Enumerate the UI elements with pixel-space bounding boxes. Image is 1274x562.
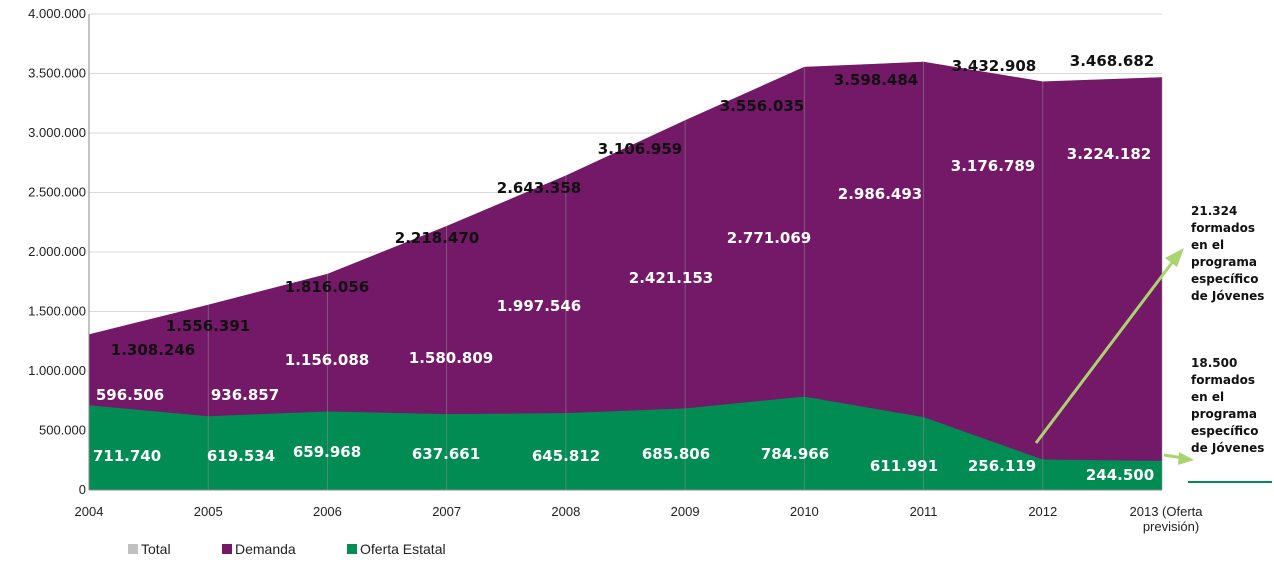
y-tick-label: 2.500.000 xyxy=(28,185,86,200)
x-tick-label: 2004 xyxy=(75,504,104,519)
data-label-demanda: 3.224.182 xyxy=(1067,145,1151,163)
data-label-total: 2.218.470 xyxy=(395,229,479,247)
y-tick-label: 1.500.000 xyxy=(28,304,86,319)
x-tick-label: 2006 xyxy=(313,504,342,519)
data-label-demanda: 1.580.809 xyxy=(409,349,493,367)
legend-swatch-demanda xyxy=(222,544,232,554)
data-label-oferta-estatal: 637.661 xyxy=(412,445,480,463)
annotation-arrow xyxy=(1034,259,1176,444)
annotation-text: programa xyxy=(1191,407,1257,421)
y-tick-label: 1.000.000 xyxy=(28,363,86,378)
arrowhead xyxy=(1178,452,1194,465)
data-label-total: 2.643.358 xyxy=(497,179,581,197)
data-label-total: 1.556.391 xyxy=(166,317,250,335)
data-label-oferta-estatal: 659.968 xyxy=(293,443,361,461)
data-label-demanda: 936.857 xyxy=(211,386,279,404)
annotation-text: específico xyxy=(1191,424,1259,438)
data-label-total: 3.106.959 xyxy=(598,140,682,158)
area-demanda xyxy=(89,61,1162,491)
y-tick-label: 0 xyxy=(79,482,86,497)
y-tick-label: 2.000.000 xyxy=(28,244,86,259)
annotation-text: formados xyxy=(1191,221,1255,235)
annotation-text: específico xyxy=(1191,272,1259,286)
x-tick-label: 2009 xyxy=(671,504,700,519)
annotation-text: 18.500 xyxy=(1191,356,1237,370)
area-oferta-estatal xyxy=(89,396,1162,490)
y-tick-label: 3.000.000 xyxy=(28,125,86,140)
x-tick-label: 2005 xyxy=(194,504,223,519)
annotation-text: de Jóvenes xyxy=(1191,441,1264,455)
data-label-oferta-estatal: 244.500 xyxy=(1086,466,1154,484)
data-label-demanda: 3.176.789 xyxy=(951,157,1035,175)
legend-label-oferta-estatal: Oferta Estatal xyxy=(360,541,446,557)
annotation-text: 21.324 xyxy=(1191,204,1237,218)
x-tick-label: 2011 xyxy=(910,504,938,519)
y-tick-label: 4.000.000 xyxy=(28,6,86,21)
data-label-demanda: 2.421.153 xyxy=(629,269,713,287)
data-label-total: 1.308.246 xyxy=(111,341,195,359)
x-tick-label: 2007 xyxy=(432,504,461,519)
annotation-text: formados xyxy=(1191,373,1255,387)
data-label-oferta-estatal: 645.812 xyxy=(532,447,600,465)
data-label-total: 3.598.484 xyxy=(834,71,918,89)
arrowhead xyxy=(1165,248,1184,267)
data-label-oferta-estatal: 619.534 xyxy=(207,447,275,465)
data-label-demanda: 2.986.493 xyxy=(838,185,922,203)
data-label-oferta-estatal: 711.740 xyxy=(93,447,161,465)
legend-swatch-total xyxy=(128,544,138,554)
data-label-total: 3.432.908 xyxy=(952,57,1036,75)
data-label-oferta-estatal: 611.991 xyxy=(870,457,938,475)
data-label-total: 1.816.056 xyxy=(285,278,369,296)
annotation-text: en el xyxy=(1191,238,1224,252)
data-label-oferta-estatal: 256.119 xyxy=(968,457,1036,475)
data-label-demanda: 596.506 xyxy=(96,386,164,404)
legend-label-total: Total xyxy=(141,541,171,557)
legend-swatch-oferta-estatal xyxy=(347,544,357,554)
annotation-text: programa xyxy=(1191,255,1257,269)
y-tick-label: 3.500.000 xyxy=(28,66,86,81)
data-label-demanda: 1.156.088 xyxy=(285,351,369,369)
data-label-total: 3.556.035 xyxy=(720,97,804,115)
annotation-text: en el xyxy=(1191,390,1224,404)
x-tick-label: 2008 xyxy=(551,504,580,519)
x-tick-label: 2013 (Oferta previsión) xyxy=(1130,504,1204,534)
data-label-total: 3.468.682 xyxy=(1070,52,1154,70)
y-tick-label: 500.000 xyxy=(39,423,86,438)
data-label-oferta-estatal: 685.806 xyxy=(642,445,710,463)
data-label-demanda: 2.771.069 xyxy=(727,229,811,247)
data-label-demanda: 1.997.546 xyxy=(497,297,581,315)
x-tick-label: 2010 xyxy=(790,504,819,519)
legend-label-demanda: Demanda xyxy=(235,541,296,557)
x-tick-label: 2012 xyxy=(1028,504,1057,519)
annotation-text: de Jóvenes xyxy=(1191,289,1264,303)
data-label-oferta-estatal: 784.966 xyxy=(761,445,829,463)
